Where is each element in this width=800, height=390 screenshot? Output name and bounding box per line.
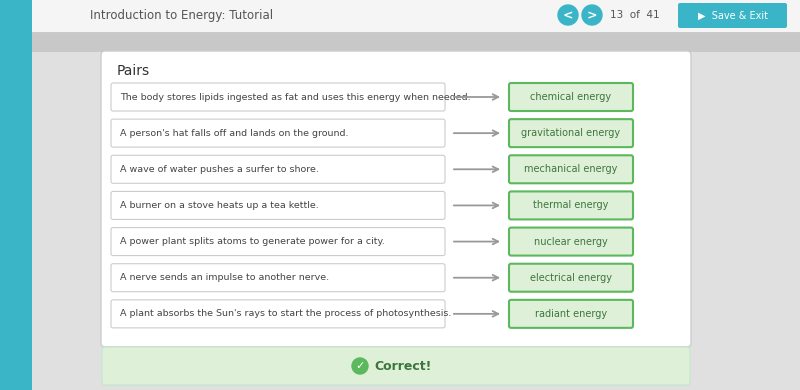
FancyBboxPatch shape	[509, 300, 633, 328]
Text: A power plant splits atoms to generate power for a city.: A power plant splits atoms to generate p…	[120, 237, 385, 246]
Text: A burner on a stove heats up a tea kettle.: A burner on a stove heats up a tea kettl…	[120, 201, 318, 210]
FancyBboxPatch shape	[111, 155, 445, 183]
FancyBboxPatch shape	[509, 191, 633, 220]
Bar	[32, 32, 800, 52]
Text: A wave of water pushes a surfer to shore.: A wave of water pushes a surfer to shore…	[120, 165, 319, 174]
Text: <: <	[562, 9, 574, 22]
Text: radiant energy: radiant energy	[535, 309, 607, 319]
Bar	[0, 0, 32, 390]
Text: 13  of  41: 13 of 41	[610, 11, 660, 21]
FancyBboxPatch shape	[111, 119, 445, 147]
Text: mechanical energy: mechanical energy	[524, 164, 618, 174]
Text: thermal energy: thermal energy	[534, 200, 609, 211]
Bar	[32, 0, 800, 32]
FancyBboxPatch shape	[102, 347, 690, 385]
FancyBboxPatch shape	[509, 264, 633, 292]
FancyBboxPatch shape	[111, 300, 445, 328]
Text: gravitational energy: gravitational energy	[522, 128, 621, 138]
Text: A plant absorbs the Sun's rays to start the process of photosynthesis.: A plant absorbs the Sun's rays to start …	[120, 309, 451, 318]
Text: >: >	[586, 9, 598, 22]
Circle shape	[352, 358, 368, 374]
FancyBboxPatch shape	[509, 228, 633, 255]
Text: ✓: ✓	[355, 362, 365, 372]
Text: nuclear energy: nuclear energy	[534, 237, 608, 246]
Text: Correct!: Correct!	[374, 360, 431, 373]
Text: chemical energy: chemical energy	[530, 92, 611, 102]
Text: ▶  Save & Exit: ▶ Save & Exit	[698, 11, 768, 21]
Text: Introduction to Energy: Tutorial: Introduction to Energy: Tutorial	[90, 9, 273, 23]
Text: electrical energy: electrical energy	[530, 273, 612, 283]
FancyBboxPatch shape	[111, 191, 445, 220]
Circle shape	[558, 5, 578, 25]
Circle shape	[582, 5, 602, 25]
FancyBboxPatch shape	[111, 264, 445, 292]
FancyBboxPatch shape	[509, 155, 633, 183]
FancyBboxPatch shape	[678, 3, 787, 28]
FancyBboxPatch shape	[509, 83, 633, 111]
Text: A nerve sends an impulse to another nerve.: A nerve sends an impulse to another nerv…	[120, 273, 329, 282]
FancyBboxPatch shape	[111, 228, 445, 255]
FancyBboxPatch shape	[101, 51, 691, 347]
FancyBboxPatch shape	[509, 119, 633, 147]
FancyBboxPatch shape	[111, 83, 445, 111]
Text: The body stores lipids ingested as fat and uses this energy when needed.: The body stores lipids ingested as fat a…	[120, 92, 470, 101]
Text: A person's hat falls off and lands on the ground.: A person's hat falls off and lands on th…	[120, 129, 349, 138]
Text: Pairs: Pairs	[117, 64, 150, 78]
